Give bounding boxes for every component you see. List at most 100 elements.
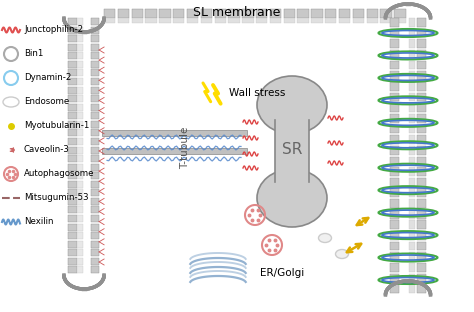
Bar <box>390 242 399 251</box>
Bar <box>77 95 82 102</box>
Bar <box>417 93 426 101</box>
Bar <box>91 27 99 34</box>
Text: Nexilin: Nexilin <box>24 217 54 227</box>
Bar <box>215 9 226 18</box>
Ellipse shape <box>336 250 348 259</box>
Bar <box>68 189 77 196</box>
Bar <box>91 69 99 76</box>
Bar <box>417 178 426 187</box>
Bar <box>77 27 82 34</box>
Bar <box>390 220 399 229</box>
Bar <box>68 172 77 179</box>
Bar <box>91 163 99 171</box>
Bar <box>409 178 415 187</box>
Bar <box>68 232 77 239</box>
Bar <box>390 199 399 208</box>
Bar <box>118 18 129 22</box>
Bar <box>91 266 99 273</box>
Bar <box>201 9 212 18</box>
Text: Dynamin-2: Dynamin-2 <box>24 74 72 82</box>
Bar <box>409 82 415 91</box>
Bar <box>409 29 415 37</box>
Bar <box>104 18 115 22</box>
Bar <box>409 61 415 69</box>
Bar <box>77 189 82 196</box>
Bar <box>77 266 82 273</box>
Bar <box>91 112 99 119</box>
Bar <box>390 263 399 272</box>
Bar <box>409 188 415 197</box>
Bar <box>409 252 415 261</box>
Bar <box>409 284 415 293</box>
Bar <box>91 138 99 145</box>
Bar <box>417 135 426 144</box>
Bar <box>390 252 399 261</box>
Bar <box>390 61 399 69</box>
Bar <box>146 9 157 18</box>
Bar <box>77 224 82 231</box>
Bar <box>68 44 77 51</box>
Bar <box>417 252 426 261</box>
Bar <box>409 167 415 176</box>
Bar <box>91 104 99 111</box>
Bar <box>366 9 378 18</box>
Bar <box>417 71 426 80</box>
Bar <box>68 104 77 111</box>
Bar <box>409 124 415 133</box>
Bar <box>390 82 399 91</box>
Bar <box>91 224 99 231</box>
Bar <box>270 18 281 22</box>
Bar <box>417 82 426 91</box>
Bar <box>91 172 99 179</box>
Bar <box>91 44 99 51</box>
Bar <box>102 148 247 154</box>
Bar <box>409 93 415 101</box>
Bar <box>68 138 77 145</box>
Bar <box>77 181 82 188</box>
Text: Bin1: Bin1 <box>24 50 44 59</box>
Bar <box>417 263 426 272</box>
Bar <box>366 18 378 22</box>
Bar <box>91 241 99 248</box>
Bar <box>228 18 240 22</box>
Bar <box>132 18 143 22</box>
Bar <box>409 103 415 112</box>
Text: T-tubule: T-tubule <box>180 127 190 169</box>
Bar <box>353 9 364 18</box>
Bar <box>311 9 323 18</box>
Bar <box>91 198 99 205</box>
Bar <box>390 50 399 59</box>
Bar <box>68 266 77 273</box>
Bar <box>68 35 77 42</box>
Bar <box>91 78 99 85</box>
Bar <box>283 18 295 22</box>
Bar <box>77 172 82 179</box>
Bar <box>390 157 399 165</box>
Bar <box>390 29 399 37</box>
Bar <box>68 181 77 188</box>
Bar <box>417 29 426 37</box>
Bar <box>77 249 82 256</box>
Bar <box>417 61 426 69</box>
Bar <box>390 71 399 80</box>
Bar <box>91 147 99 154</box>
Bar <box>380 18 392 22</box>
Bar <box>68 121 77 128</box>
Text: ER/Golgi: ER/Golgi <box>260 268 304 278</box>
Bar <box>91 121 99 128</box>
Bar <box>68 61 77 68</box>
Bar <box>325 9 337 18</box>
Bar <box>68 241 77 248</box>
Bar <box>390 18 399 27</box>
Bar <box>68 147 77 154</box>
Bar <box>409 39 415 48</box>
Bar <box>409 146 415 154</box>
Bar <box>91 189 99 196</box>
Bar <box>242 18 254 22</box>
Bar <box>409 71 415 80</box>
Bar <box>339 9 350 18</box>
Bar <box>215 18 226 22</box>
Bar <box>409 242 415 251</box>
Bar <box>91 207 99 213</box>
Bar <box>91 35 99 42</box>
